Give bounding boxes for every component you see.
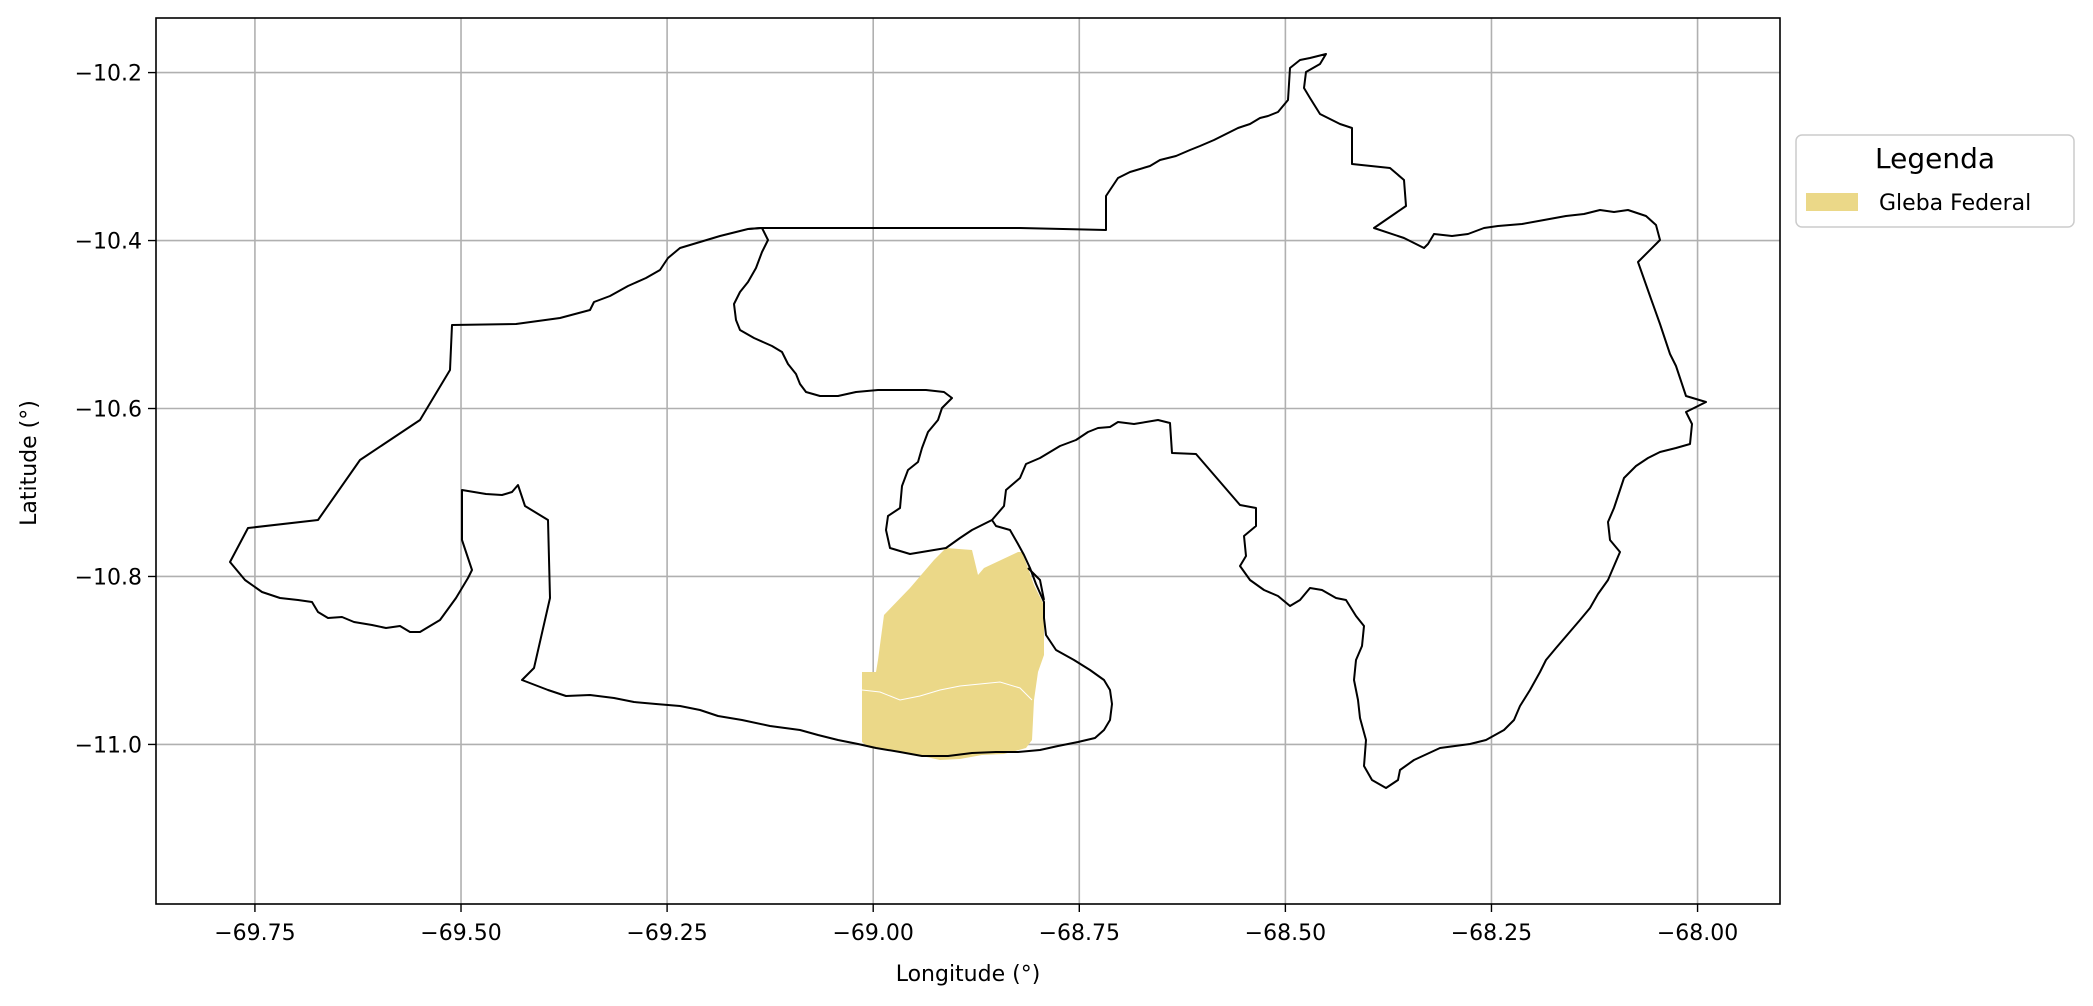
x-tick-label: −69.75 [214,921,295,946]
legend-swatch-gleba [1806,193,1858,211]
gleba-federal-polygon [862,548,1044,760]
y-tick-label: −11.0 [75,733,142,758]
y-axis-label: Latitude (°) [17,400,42,526]
y-tick-label: −10.2 [75,62,142,87]
x-tick-label: −68.25 [1451,921,1532,946]
plot-frame [155,17,1781,905]
municipality-outline-divider [1027,567,1045,601]
x-tick-label: −69.25 [626,921,707,946]
municipality-boundaries [229,53,1707,789]
y-axis-ticks: −10.2 −10.4 −10.6 −10.8 −11.0 [75,62,156,758]
x-tick-label: −69.00 [832,921,913,946]
x-tick-label: −69.50 [420,921,501,946]
x-axis-ticks: −69.75 −69.50 −69.25 −69.00 −68.75 −68.50 −68.… [214,904,1738,946]
legend: Legenda Gleba Federal [1795,134,2075,228]
legend-box [1795,134,2075,228]
legend-title: Legenda [1875,142,1995,175]
legend-label-gleba: Gleba Federal [1879,191,2031,216]
y-tick-label: −10.6 [75,398,142,423]
map-grid [156,18,1780,904]
municipality-outline-west [229,53,1707,789]
x-tick-label: −68.00 [1657,921,1738,946]
y-tick-label: −10.8 [75,565,142,590]
x-tick-label: −68.50 [1245,921,1326,946]
y-tick-label: −10.4 [75,230,142,255]
x-axis-label: Longitude (°) [896,962,1041,987]
gleba-federal-area [861,548,1044,760]
municipality-outline-central [733,227,993,555]
gleba-inner-line [861,681,1033,701]
x-tick-label: −68.75 [1039,921,1120,946]
